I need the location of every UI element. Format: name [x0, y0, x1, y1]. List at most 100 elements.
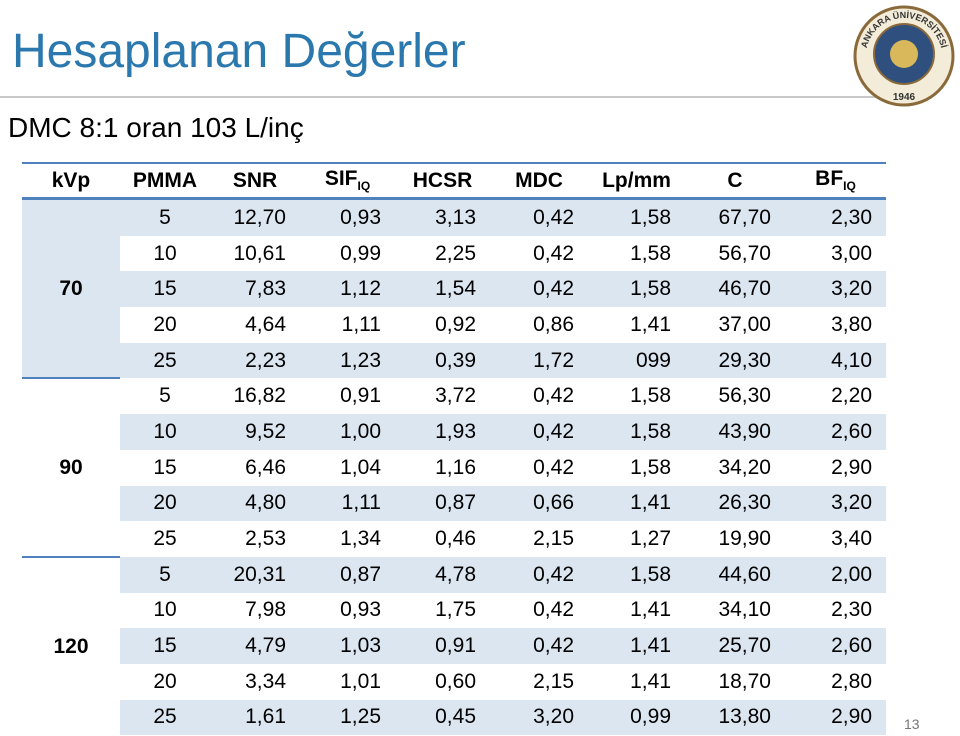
table-cell: 0,93 — [300, 198, 395, 236]
column-header: SIFIQ — [300, 162, 395, 200]
column-header: Lp/mm — [588, 162, 685, 200]
table-cell: 2,30 — [831, 598, 872, 622]
table-cell: 1,58 — [588, 271, 685, 308]
table-cell: 5 — [120, 198, 210, 236]
table-cell: 20 — [120, 485, 210, 522]
table-cell: 44,60 — [685, 556, 785, 593]
table-cell: 0,42 — [490, 271, 588, 308]
table-cell: 1,04 — [340, 455, 381, 479]
table-row: 90 5 16,82 0,91 3,72 0,42 1,58 56,30 2,20 — [22, 377, 886, 557]
table-cell: 2,25 — [435, 241, 476, 265]
table-cell: 13,80 — [685, 699, 785, 736]
table-cell: 1,41 — [630, 598, 671, 622]
table-cell: 2,53 — [245, 527, 286, 551]
table-row: 20 4,64 1,11 0,92 0,86 1,41 37,00 3,80 — [22, 307, 886, 343]
table-body: 70 5 12,70 0,93 3,13 0,42 1,58 67,70 2,30 10 10,61… — [22, 198, 886, 736]
table-cell: 46,70 — [685, 271, 785, 308]
column-header-text: PMMA — [132, 168, 198, 192]
table-cell: 34,20 — [718, 455, 771, 479]
table-cell: 3,00 — [831, 241, 872, 265]
table-row: 120 5 20,31 0,87 4,78 0,42 1,58 44,60 2,00 — [22, 555, 886, 736]
table-cell: 1,58 — [630, 455, 671, 479]
table-cell: 25,70 — [685, 628, 785, 664]
table-cell: 20 — [153, 312, 177, 336]
kvp-cell: 120 — [22, 555, 120, 736]
table-cell: 0,87 — [395, 485, 490, 522]
table-cell: 0,45 — [395, 699, 490, 736]
table-cell: 15 — [120, 271, 210, 308]
table-cell: 1,23 — [300, 342, 395, 379]
table-cell: 5 — [159, 384, 171, 408]
column-header-text: SNR — [232, 168, 278, 192]
table-cell: 2,30 — [785, 198, 886, 236]
table-row: 20 3,34 1,01 0,60 2,15 1,41 18,70 2,80 — [22, 664, 886, 700]
table-cell: 1,01 — [340, 669, 381, 693]
table-cell: 1,58 — [588, 414, 685, 450]
column-header: PMMA — [120, 162, 210, 200]
table-cell: 1,41 — [588, 628, 685, 664]
table-cell: 1,11 — [300, 485, 395, 522]
table-cell: 1,54 — [395, 271, 490, 308]
table-row: 70 5 12,70 0,93 3,13 0,42 1,58 67,70 2,30 — [22, 198, 886, 379]
table-cell: 2,20 — [831, 384, 872, 408]
table-cell: 0,42 — [533, 384, 574, 408]
column-header-text: HCSR — [412, 168, 473, 192]
table-cell: 4,80 — [210, 485, 300, 522]
page-number: 13 — [904, 716, 920, 732]
table-cell: 3,72 — [435, 384, 476, 408]
table-cell: 1,75 — [435, 598, 476, 622]
column-header-text: BF — [815, 167, 844, 191]
column-header: C — [685, 162, 785, 200]
table-cell: 3,13 — [395, 198, 490, 236]
table-cell: 16,82 — [233, 384, 286, 408]
title-rule — [0, 96, 880, 98]
table-cell: 12,70 — [210, 198, 300, 236]
table-cell: 10 — [120, 414, 210, 450]
table-cell: 67,70 — [685, 198, 785, 236]
table-cell: 1,58 — [588, 556, 685, 593]
table-cell: 25 — [120, 699, 210, 736]
table-cell: 0,42 — [533, 598, 574, 622]
table-cell: 2,00 — [785, 556, 886, 593]
table-cell: 7,83 — [210, 271, 300, 308]
table-cell: 10 — [153, 598, 177, 622]
table-cell: 7,98 — [245, 598, 286, 622]
table-row: 25 1,61 1,25 0,45 3,20 0,99 13,80 2,90 — [22, 699, 886, 736]
table-cell: 10,61 — [233, 241, 286, 265]
table-cell: 0,60 — [435, 669, 476, 693]
table-cell: 0,86 — [533, 312, 574, 336]
table-cell: 10 — [153, 241, 177, 265]
table-cell: 1,58 — [630, 384, 671, 408]
table-cell: 0,42 — [533, 241, 574, 265]
table-cell: 1,25 — [300, 699, 395, 736]
table-cell: 1,58 — [630, 241, 671, 265]
table-cell: 1,41 — [630, 669, 671, 693]
table-cell: 56,30 — [718, 384, 771, 408]
table-cell: 2,23 — [210, 342, 300, 379]
table-cell: 20 — [153, 669, 177, 693]
slide-title: Hesaplanan Değerler — [12, 25, 466, 78]
table-cell: 1,34 — [340, 527, 381, 551]
table-cell: 1,03 — [300, 628, 395, 664]
table-cell: 1,00 — [300, 414, 395, 450]
logo-year: 1946 — [893, 92, 916, 103]
table-cell: 3,40 — [831, 527, 872, 551]
table-cell: 5 — [120, 556, 210, 593]
table-cell: 0,42 — [490, 556, 588, 593]
table-row: 10 10,61 0,99 2,25 0,42 1,58 56,70 3,00 — [22, 236, 886, 272]
table-cell: 2,60 — [785, 628, 886, 664]
table-row: 25 2,23 1,23 0,39 1,72 099 29,30 4,10 — [22, 342, 886, 379]
table-row: 10 7,98 0,93 1,75 0,42 1,41 34,10 2,30 — [22, 593, 886, 629]
table-cell: 1,93 — [395, 414, 490, 450]
column-header-text: MDC — [515, 168, 563, 192]
table-cell: 37,00 — [718, 312, 771, 336]
column-header-text: C — [727, 168, 743, 192]
logo-emblem — [890, 40, 918, 68]
table-cell: 3,80 — [831, 312, 872, 336]
column-header: kVp — [22, 162, 120, 200]
table-cell: 4,10 — [785, 342, 886, 379]
column-header: SNR — [210, 162, 300, 200]
table-cell: 0,93 — [340, 598, 381, 622]
table-cell: 0,42 — [490, 198, 588, 236]
column-header: MDC — [490, 162, 588, 200]
